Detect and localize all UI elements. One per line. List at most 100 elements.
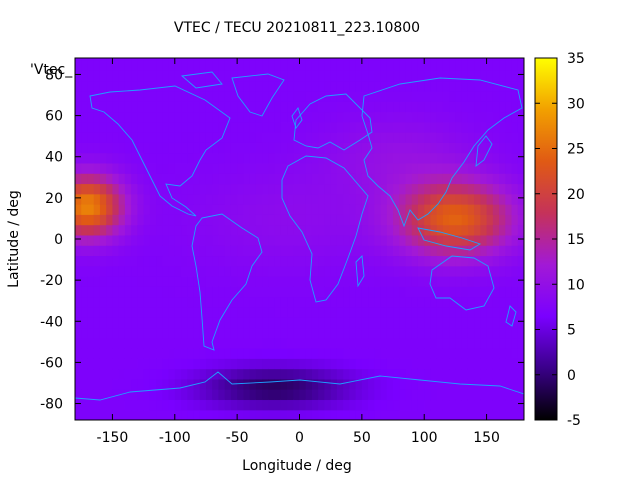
heatmap-cell: [81, 121, 89, 133]
heatmap-cell: [287, 111, 294, 123]
heatmap-cell: [149, 378, 157, 390]
heatmap-cell: [511, 60, 519, 71]
heatmap-cell: [492, 327, 500, 339]
heatmap-cell: [205, 348, 213, 359]
heatmap-cell: [461, 142, 469, 154]
y-tick-label: -40: [40, 314, 63, 330]
heatmap-cell: [336, 399, 344, 411]
heatmap-cell: [174, 409, 182, 420]
heatmap-cell: [511, 132, 519, 143]
colorbar-tick-label: 0: [567, 368, 576, 384]
heatmap-cell: [424, 80, 432, 92]
heatmap-cell: [287, 60, 294, 71]
heatmap-cell: [417, 121, 425, 133]
heatmap-cell: [311, 183, 319, 195]
heatmap-cell: [511, 193, 519, 205]
heatmap-cell: [187, 214, 195, 226]
heatmap-cell: [156, 58, 163, 61]
heatmap-cell: [212, 348, 220, 359]
heatmap-cell: [93, 121, 101, 133]
heatmap-cell: [137, 183, 145, 195]
heatmap-cell: [93, 132, 101, 143]
heatmap-cell: [368, 70, 375, 82]
heatmap-cell: [230, 58, 238, 61]
heatmap-cell: [212, 358, 220, 370]
heatmap-cell: [511, 337, 519, 349]
heatmap-cell: [268, 389, 276, 401]
heatmap-cell: [268, 204, 276, 215]
heatmap-cell: [181, 409, 188, 420]
heatmap-cell: [467, 337, 475, 349]
heatmap-cell: [318, 132, 326, 143]
heatmap-cell: [449, 60, 457, 71]
heatmap-cell: [467, 204, 475, 215]
heatmap-cell: [75, 368, 82, 380]
heatmap-cell: [274, 245, 282, 257]
heatmap-cell: [262, 58, 269, 61]
heatmap-cell: [467, 80, 475, 92]
heatmap-cell: [474, 358, 481, 370]
heatmap-cell: [511, 183, 519, 195]
heatmap-cell: [355, 317, 363, 329]
heatmap-cell: [118, 111, 126, 123]
heatmap-cell: [430, 214, 438, 226]
heatmap-cell: [268, 121, 276, 133]
heatmap-cell: [149, 132, 157, 143]
heatmap-cell: [131, 70, 138, 82]
heatmap-cell: [424, 399, 432, 411]
heatmap-cell: [243, 399, 251, 411]
heatmap-cell: [243, 358, 251, 370]
heatmap-cell: [193, 111, 201, 123]
heatmap-cell: [174, 111, 182, 123]
heatmap-cell: [467, 90, 475, 102]
heatmap-cell: [361, 358, 369, 370]
heatmap-cell: [262, 193, 269, 205]
heatmap-cell: [218, 224, 226, 236]
heatmap-cell: [417, 70, 425, 82]
heatmap-cell: [149, 265, 157, 277]
heatmap-cell: [75, 70, 82, 82]
heatmap-cell: [486, 224, 494, 236]
heatmap-cell: [467, 214, 475, 226]
heatmap-cell: [305, 348, 313, 359]
heatmap-cell: [218, 389, 226, 401]
heatmap-cell: [343, 60, 350, 71]
heatmap-cell: [237, 378, 244, 390]
heatmap-cell: [436, 358, 444, 370]
heatmap-cell: [436, 204, 444, 215]
heatmap-cell: [330, 286, 338, 298]
heatmap-cell: [149, 234, 157, 246]
heatmap-cell: [305, 70, 313, 82]
heatmap-cell: [380, 378, 388, 390]
heatmap-cell: [143, 214, 151, 226]
heatmap-cell: [499, 132, 506, 143]
heatmap-cell: [368, 389, 375, 401]
heatmap-cell: [131, 286, 138, 298]
heatmap-cell: [106, 101, 114, 113]
heatmap-cell: [411, 173, 419, 185]
heatmap-cell: [199, 58, 207, 61]
heatmap-cell: [417, 409, 425, 420]
heatmap-cell: [305, 399, 313, 411]
heatmap-cell: [374, 193, 382, 205]
heatmap-cell: [218, 286, 226, 298]
heatmap-cell: [442, 399, 450, 411]
heatmap-cell: [417, 245, 425, 257]
heatmap-cell: [361, 58, 369, 61]
heatmap-cell: [274, 224, 282, 236]
heatmap-cell: [255, 378, 263, 390]
heatmap-cell: [368, 58, 375, 61]
heatmap-cell: [193, 142, 201, 154]
heatmap-cell: [174, 276, 182, 287]
heatmap-cell: [417, 80, 425, 92]
heatmap-cell: [492, 132, 500, 143]
heatmap-cell: [218, 90, 226, 102]
heatmap-cell: [224, 317, 232, 329]
heatmap-cell: [417, 111, 425, 123]
heatmap-cell: [287, 183, 294, 195]
heatmap-cell: [324, 121, 332, 133]
heatmap-cell: [386, 152, 394, 164]
heatmap-cell: [274, 409, 282, 420]
heatmap-cell: [380, 265, 388, 277]
heatmap-cell: [199, 245, 207, 257]
